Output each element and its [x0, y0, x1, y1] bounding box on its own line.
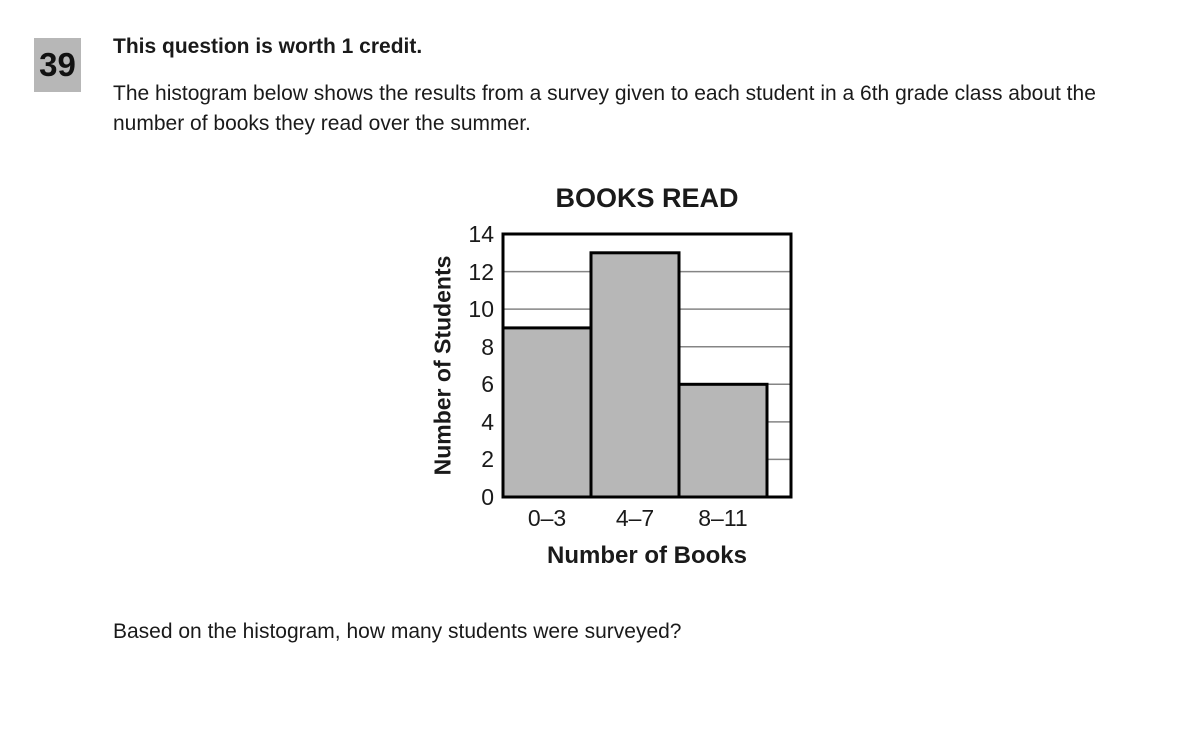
y-tick-label-12: 12	[468, 258, 494, 285]
x-tick-label-4–7: 4–7	[615, 505, 655, 531]
y-tick-label-2: 2	[481, 446, 494, 473]
credit-note: This question is worth 1 credit.	[113, 35, 423, 58]
bar-0–3	[501, 326, 593, 499]
bar-8–11	[677, 382, 769, 499]
y-tick-label-0: 0	[481, 484, 494, 510]
plot-svg	[501, 232, 793, 499]
y-tick-label-8: 8	[481, 333, 494, 360]
question-number-box: 39	[34, 38, 81, 92]
question-prompt: Based on the histogram, how many student…	[113, 620, 682, 643]
question-number: 39	[39, 46, 76, 83]
y-tick-label-4: 4	[481, 408, 494, 435]
y-tick-label-14: 14	[468, 221, 494, 247]
x-axis-title: Number of Books	[546, 542, 747, 569]
bar-4–7	[589, 251, 681, 499]
x-tick-label-0–3: 0–3	[527, 505, 567, 531]
y-tick-label-6: 6	[481, 371, 494, 398]
chart-title: BOOKS READ	[555, 183, 739, 213]
y-tick-label-10: 10	[468, 296, 494, 323]
question-intro: The histogram below shows the results fr…	[113, 82, 1096, 135]
y-axis-title: Number of Students	[429, 255, 456, 476]
plot-border	[501, 232, 793, 499]
plot-area	[501, 232, 793, 499]
x-tick-label-8–11: 8–11	[698, 505, 748, 531]
